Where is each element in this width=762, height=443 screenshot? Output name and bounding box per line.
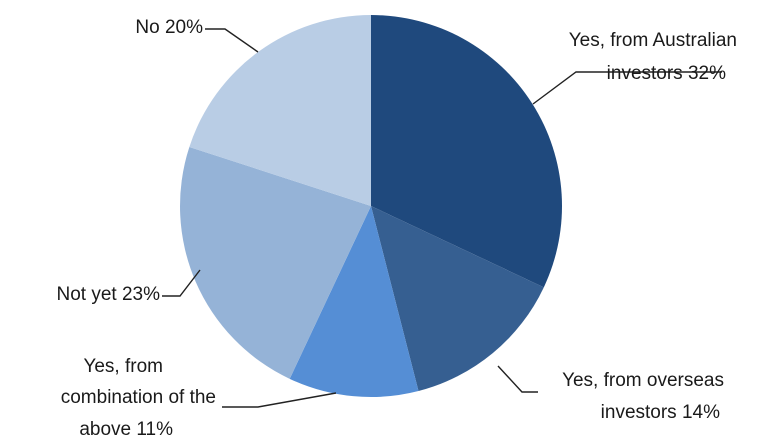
leader-line-yes-from-combination-of-the-above: [222, 392, 337, 408]
pie-slice-yes-from-combination-of-the-above: [289, 206, 419, 397]
slice-label-yes-from-combination-of-the-above-line-3: above 11%: [79, 419, 173, 440]
slice-label-yes-from-combination-of-the-above-line-2: combination of the: [61, 387, 216, 408]
slice-label-no-line-1: No 20%: [135, 17, 203, 38]
pie-slice-yes-from-australian-investors: [371, 15, 562, 288]
leader-lines: [162, 28, 722, 408]
slice-labels: Yes, from Australian investors 32% Yes, fr…: [57, 17, 738, 440]
leader-line-yes-from-australian-investors: [532, 71, 722, 105]
leader-line-no: [205, 28, 259, 53]
slice-label-not-yet-line-1: Not yet 23%: [57, 284, 161, 305]
pie-slice-yes-from-overseas-investors: [371, 206, 544, 391]
slice-label-yes-from-overseas-investors-line-1: Yes, from overseas: [562, 370, 724, 391]
slice-label-yes-from-combination-of-the-above-line-1: Yes, from: [83, 356, 163, 377]
slice-label-yes-from-australian-investors-line-1: Yes, from Australian: [569, 30, 737, 51]
pie-slices: [180, 15, 562, 397]
pie-slice-no: [189, 15, 371, 206]
slice-label-yes-from-australian-investors-line-2: investors 32%: [607, 63, 726, 84]
slice-label-yes-from-overseas-investors-line-2: investors 14%: [601, 402, 720, 423]
leader-line-not-yet: [162, 269, 201, 297]
pie-slice-not-yet: [180, 146, 371, 379]
leader-line-yes-from-overseas-investors: [497, 365, 538, 393]
